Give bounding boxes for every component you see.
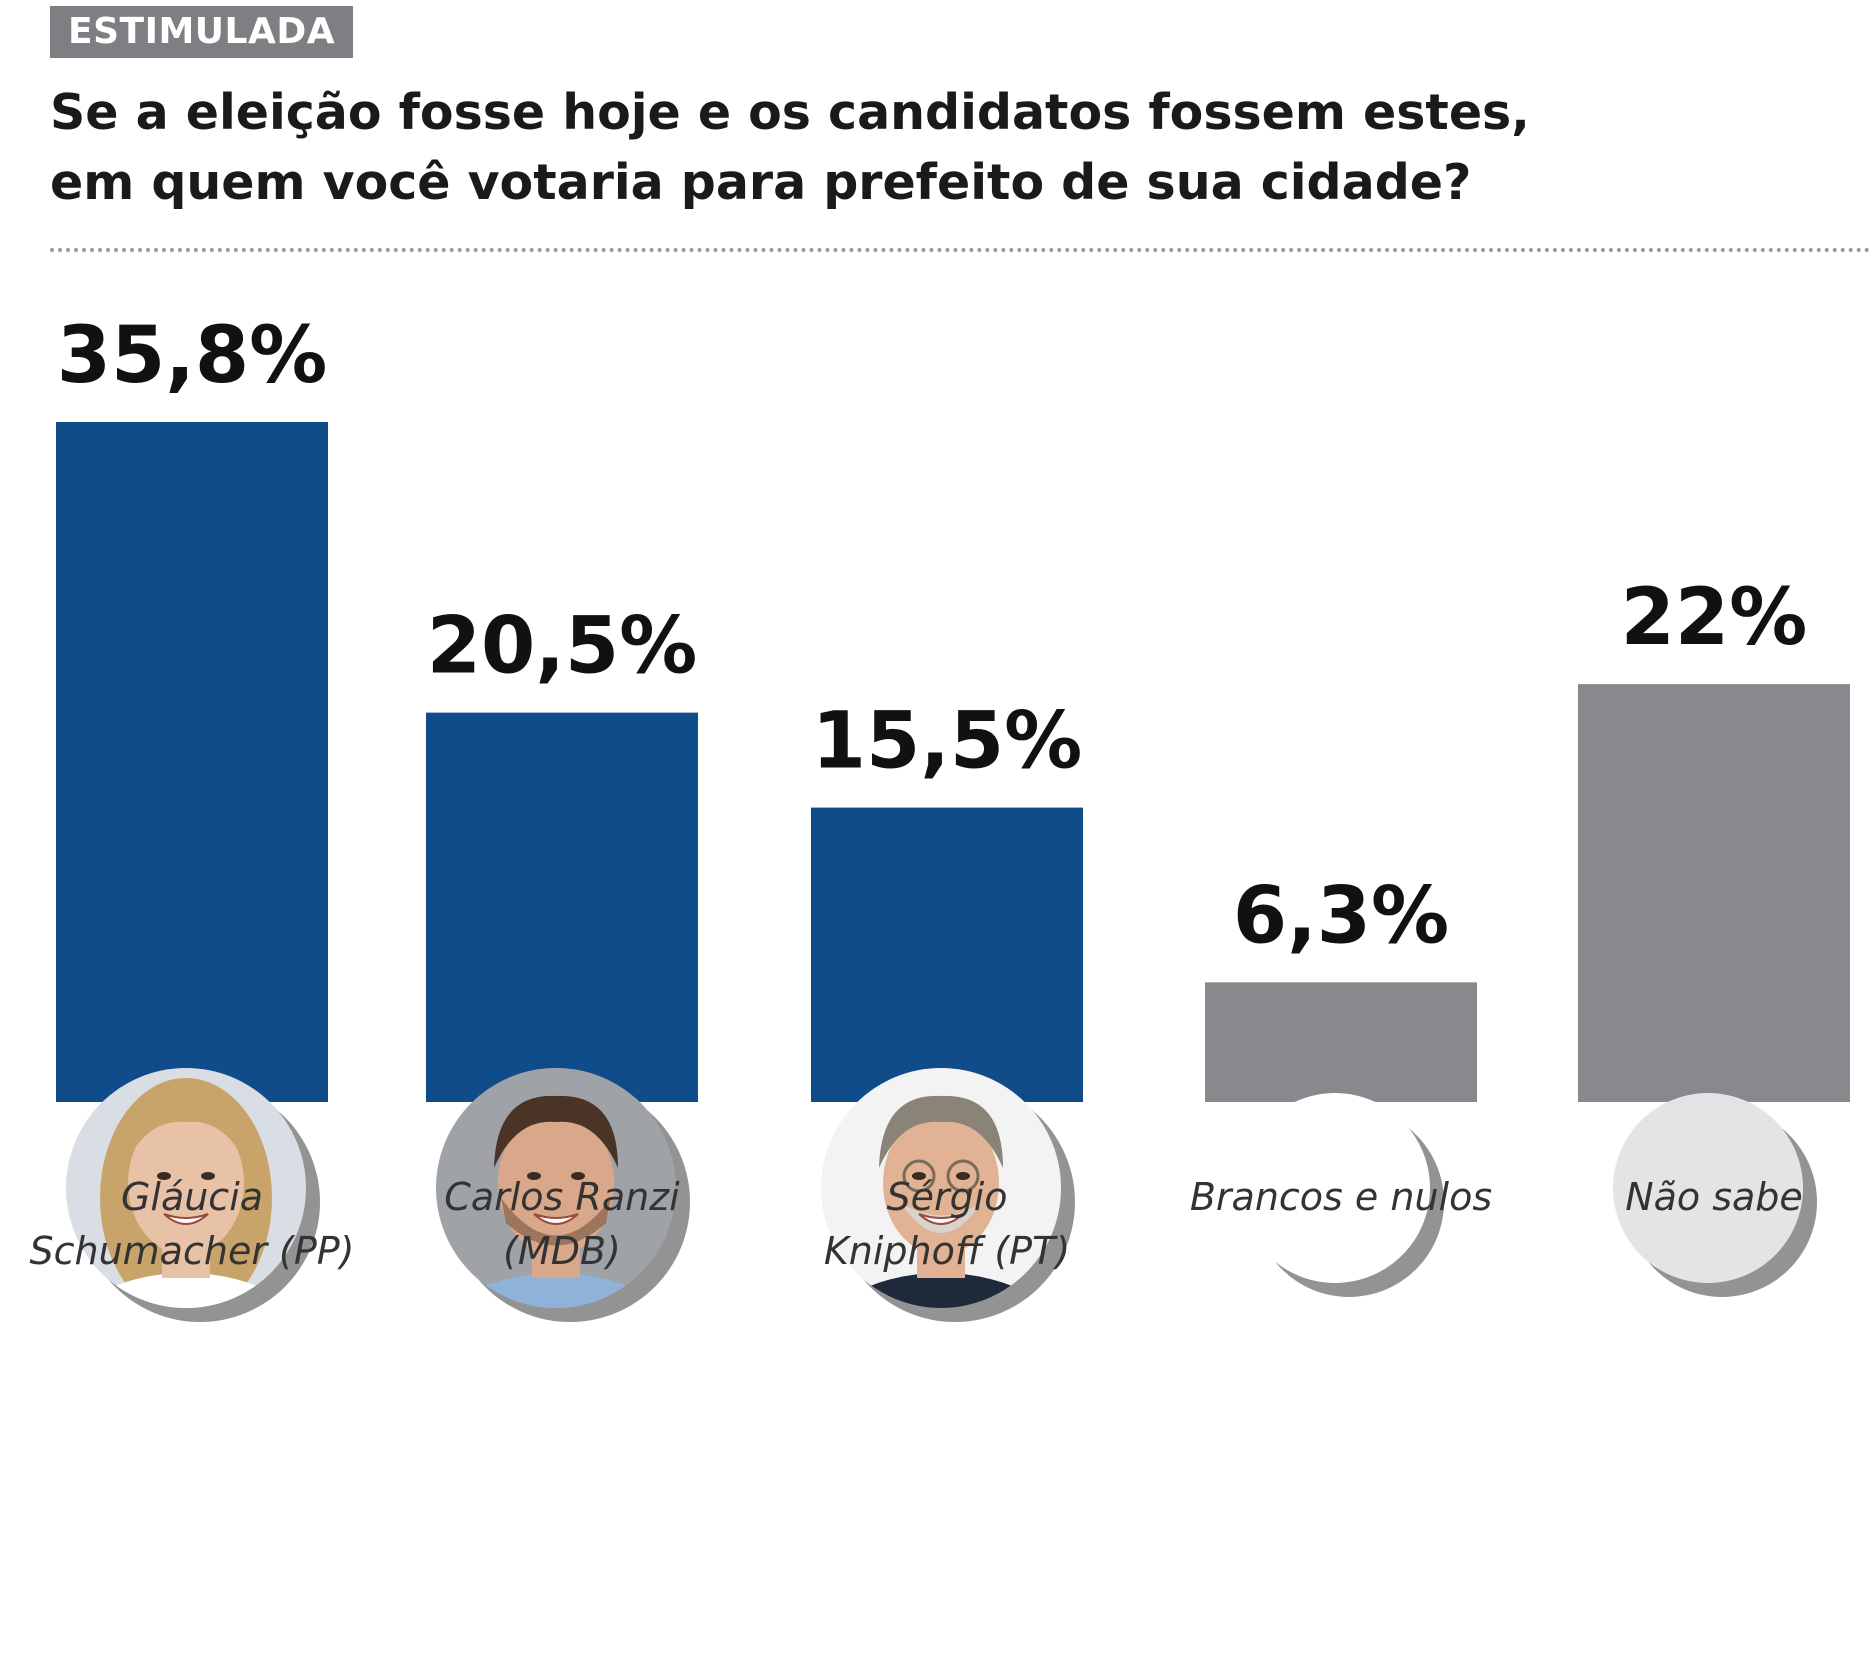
category-label-2-0: Sérgio	[886, 1175, 1007, 1219]
poll-type-badge: ESTIMULADA	[50, 6, 354, 58]
bar-2	[811, 807, 1083, 1102]
value-label-0: 35,8%	[57, 311, 328, 401]
category-label-0-1: Schumacher (PP)	[29, 1229, 354, 1273]
avatar-0	[66, 1068, 320, 1322]
avatar-4	[1613, 1093, 1817, 1297]
avatar-3	[1240, 1093, 1444, 1297]
category-label-4-0: Não sabe	[1625, 1175, 1803, 1219]
category-label-2-1: Kniphoff (PT)	[824, 1229, 1070, 1273]
value-label-2: 15,5%	[812, 697, 1083, 787]
bar-3	[1205, 982, 1477, 1102]
bar-chart: 35,8% Gláucia Schumacher (PP) 20,5% Carlos R…	[29, 311, 1850, 1322]
category-label-1-1: (MDB)	[503, 1229, 621, 1273]
question-line-2: em quem você votaria para prefeito de su…	[50, 154, 1472, 211]
value-label-1: 20,5%	[427, 602, 698, 692]
bar-0	[56, 422, 328, 1102]
avatar-1	[436, 1068, 690, 1322]
bar-1	[426, 712, 698, 1102]
avatar-2	[821, 1068, 1075, 1322]
category-label-0-0: Gláucia	[121, 1175, 263, 1219]
value-label-3: 6,3%	[1233, 871, 1449, 961]
dotted-divider	[50, 248, 1871, 252]
bar-4	[1578, 684, 1850, 1102]
question-line-1: Se a eleição fosse hoje e os candidatos …	[50, 84, 1530, 141]
chart-question: Se a eleição fosse hoje e os candidatos …	[50, 78, 1550, 218]
category-label-1-0: Carlos Ranzi	[444, 1175, 680, 1219]
category-label-3-0: Brancos e nulos	[1190, 1175, 1492, 1219]
value-label-4: 22%	[1621, 573, 1808, 663]
